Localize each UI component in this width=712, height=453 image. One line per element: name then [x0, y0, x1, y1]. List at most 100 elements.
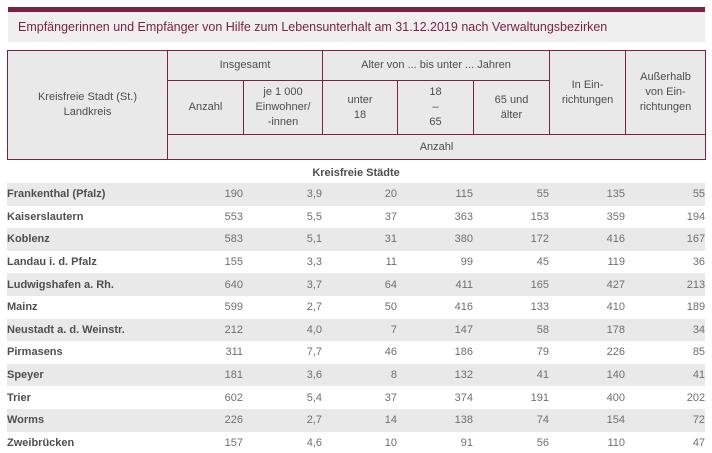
- table-row: Speyer 181 3,6 8 132 41 140 41: [7, 363, 706, 387]
- cell-value: 165: [473, 273, 549, 296]
- cell-value: 132: [397, 363, 473, 387]
- cell-value: 14: [322, 408, 397, 432]
- cell-value: 2,7: [243, 295, 322, 319]
- table-row: Neustadt a. d. Weinstr. 212 4,0 7 147 58…: [7, 318, 706, 342]
- cell-value: 411: [397, 273, 473, 296]
- cell-value: 3,9: [243, 183, 322, 206]
- cell-value: 99: [397, 250, 473, 274]
- cell-value: 359: [549, 205, 625, 229]
- cell-value: 226: [549, 341, 625, 364]
- cell-value: 416: [549, 228, 625, 251]
- header-outside-facilities: Außerhalb von Ein- richtungen: [625, 50, 707, 135]
- cell-value: 41: [625, 363, 706, 387]
- cell-value: 226: [167, 408, 243, 432]
- cell-value: 3,3: [243, 250, 322, 274]
- cell-value: 50: [322, 295, 397, 319]
- results-table-body: Kreisfreie Städte Frankenthal (Pfalz) 19…: [7, 163, 706, 453]
- cell-value: 154: [549, 408, 625, 432]
- cell-value: 400: [549, 386, 625, 409]
- table-container: Kreisfreie Stadt (St.) Landkreis Insgesa…: [7, 50, 707, 453]
- cell-value: 157: [167, 431, 243, 453]
- cell-value: 31: [322, 228, 397, 251]
- cell-value: 135: [549, 183, 625, 206]
- cell-value: 172: [473, 228, 549, 251]
- cell-value: 374: [397, 386, 473, 409]
- cell-value: 213: [625, 273, 706, 296]
- table-row: Koblenz 583 5,1 31 380 172 416 167: [7, 228, 706, 251]
- table-row: Pirmasens 311 7,7 46 186 79 226 85: [7, 341, 706, 364]
- row-label: Neustadt a. d. Weinstr.: [7, 318, 167, 342]
- cell-value: 416: [397, 295, 473, 319]
- table-row: Landau i. d. Pfalz 155 3,3 11 99 45 119 …: [7, 250, 706, 274]
- table-row: Zweibrücken 157 4,6 10 91 56 110 47: [7, 431, 706, 453]
- cell-value: 602: [167, 386, 243, 409]
- table-row: Kaiserslautern 553 5,5 37 363 153 359 19…: [7, 205, 706, 229]
- cell-value: 56: [473, 431, 549, 453]
- cell-value: 178: [549, 318, 625, 342]
- cell-value: 110: [549, 431, 625, 453]
- cell-value: 186: [397, 341, 473, 364]
- section-row: Kreisfreie Städte: [7, 163, 706, 183]
- cell-value: 55: [625, 183, 706, 206]
- cell-value: 3,7: [243, 273, 322, 296]
- cell-value: 2,7: [243, 408, 322, 432]
- cell-value: 8: [322, 363, 397, 387]
- cell-value: 194: [625, 205, 706, 229]
- row-label: Ludwigshafen a. Rh.: [7, 273, 167, 296]
- cell-value: 138: [397, 408, 473, 432]
- table-row: Trier 602 5,4 37 374 191 400 202: [7, 386, 706, 409]
- cell-value: 181: [167, 363, 243, 387]
- cell-value: 202: [625, 386, 706, 409]
- cell-value: 115: [397, 183, 473, 206]
- cell-value: 34: [625, 318, 706, 342]
- cell-value: 5,1: [243, 228, 322, 251]
- cell-value: 36: [625, 250, 706, 274]
- header-in-facilities: In Ein- richtungen: [549, 50, 627, 135]
- header-per-1000: je 1 000 Einwohner/ -innen: [243, 80, 323, 135]
- cell-value: 189: [625, 295, 706, 319]
- cell-value: 119: [549, 250, 625, 274]
- cell-value: 212: [167, 318, 243, 342]
- cell-value: 380: [397, 228, 473, 251]
- cell-value: 20: [322, 183, 397, 206]
- cell-value: 190: [167, 183, 243, 206]
- title-accent-bar: [8, 7, 705, 12]
- cell-value: 91: [397, 431, 473, 453]
- table-row: Worms 226 2,7 14 138 74 154 72: [7, 408, 706, 432]
- header-region-column: Kreisfreie Stadt (St.) Landkreis: [7, 50, 168, 160]
- cell-value: 147: [397, 318, 473, 342]
- cell-value: 153: [473, 205, 549, 229]
- cell-value: 191: [473, 386, 549, 409]
- row-label: Koblenz: [7, 228, 167, 251]
- row-label: Landau i. d. Pfalz: [7, 250, 167, 274]
- cell-value: 167: [625, 228, 706, 251]
- table-row: Frankenthal (Pfalz) 190 3,9 20 115 55 13…: [7, 183, 706, 206]
- cell-value: 363: [397, 205, 473, 229]
- row-label: Worms: [7, 408, 167, 432]
- cell-value: 640: [167, 273, 243, 296]
- cell-value: 3,6: [243, 363, 322, 387]
- cell-value: 64: [322, 273, 397, 296]
- cell-value: 85: [625, 341, 706, 364]
- results-table-header: Kreisfreie Stadt (St.) Landkreis Insgesa…: [7, 50, 707, 160]
- row-label: Mainz: [7, 295, 167, 319]
- cell-value: 155: [167, 250, 243, 274]
- cell-value: 140: [549, 363, 625, 387]
- cell-value: 553: [167, 205, 243, 229]
- cell-value: 311: [167, 341, 243, 364]
- cell-value: 37: [322, 205, 397, 229]
- header-18-65: 18 – 65: [397, 80, 474, 135]
- cell-value: 427: [549, 273, 625, 296]
- table-row: Ludwigshafen a. Rh. 640 3,7 64 411 165 4…: [7, 273, 706, 296]
- cell-value: 79: [473, 341, 549, 364]
- cell-value: 41: [473, 363, 549, 387]
- cell-value: 11: [322, 250, 397, 274]
- cell-value: 37: [322, 386, 397, 409]
- header-group-age: Alter von ... bis unter ... Jahren: [321, 50, 551, 81]
- cell-value: 74: [473, 408, 549, 432]
- cell-value: 4,0: [243, 318, 322, 342]
- page-title: Empfängerinnen und Empfänger von Hilfe z…: [18, 20, 608, 34]
- row-label: Zweibrücken: [7, 431, 167, 453]
- cell-value: 7,7: [243, 341, 322, 364]
